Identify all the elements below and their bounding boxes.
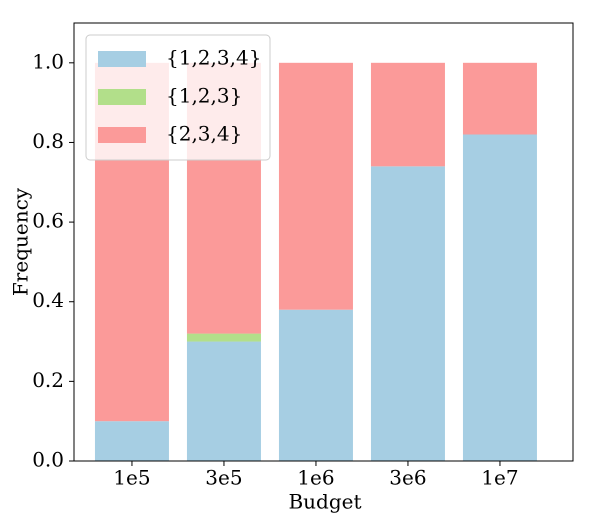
x-tick-label: 3e5 (205, 466, 242, 490)
x-tick-label: 1e5 (113, 466, 150, 490)
x-axis-label: Budget (288, 490, 361, 514)
bar-segment (370, 62, 445, 167)
legend-swatch (98, 127, 146, 143)
y-axis-label: Frequency (9, 187, 33, 296)
plot-frame (73, 22, 574, 462)
y-tick-label: 0.2 (32, 368, 64, 392)
y-tick-label: 0.4 (32, 288, 64, 312)
y-tick-label: 1.0 (32, 49, 64, 73)
y-tick-label: 0.8 (32, 129, 64, 153)
bar-segment (462, 134, 537, 461)
bar-segment (94, 421, 169, 461)
legend-label: {2,3,4} (166, 122, 242, 146)
y-tick-label: 0.0 (32, 448, 64, 472)
legend-label: {1,2,3,4} (166, 46, 261, 70)
x-tick-label: 1e7 (481, 466, 518, 490)
bar-segment (278, 62, 353, 310)
bar-segment (462, 62, 537, 135)
bar-segment (370, 166, 445, 461)
y-tick-label: 0.6 (32, 209, 64, 233)
x-tick-label: 1e6 (297, 466, 334, 490)
x-tick-label: 3e6 (389, 466, 426, 490)
legend-label: {1,2,3} (166, 84, 242, 108)
legend-swatch (98, 51, 146, 67)
bar-segment (186, 341, 261, 461)
legend-swatch (98, 89, 146, 105)
bar-segment (186, 333, 261, 342)
bar-segment (278, 309, 353, 461)
